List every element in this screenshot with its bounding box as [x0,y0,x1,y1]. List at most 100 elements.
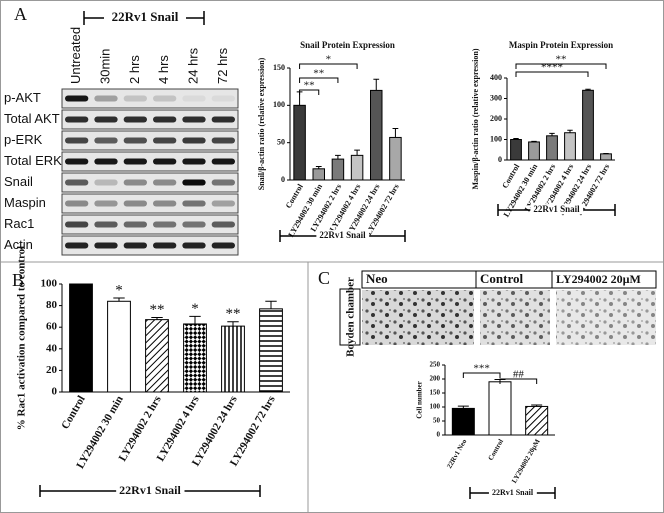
error-bar [373,78,380,91]
blot-band [211,200,235,207]
blot-band [65,179,89,186]
blot-strip [61,193,239,214]
error-bar [392,127,399,138]
y-tick-label: 20 [46,364,58,376]
blot-band [153,179,177,186]
label-bg [530,204,584,215]
y-tick-label: 0 [437,431,441,439]
blot-band [182,95,206,102]
blot-strip [61,214,239,235]
error-bar [315,166,322,169]
blot-band [123,158,147,165]
blot-band [182,179,206,186]
bar [525,405,549,436]
y-tick-label: 60 [46,321,58,333]
y-tick-label: 50 [433,417,441,425]
y-axis-label: Maspin/β-actin ratio (relative expressio… [471,48,480,189]
significance-bracket [515,63,607,69]
bar [107,300,131,393]
blot-row-label: Rac1 [4,216,34,231]
label-bg [316,230,370,241]
blot-band [211,221,235,228]
y-tick-label: 100 [430,403,441,411]
y-tick-label: 200 [430,375,441,383]
bar [350,154,364,181]
blot-band [211,116,235,123]
blot-column-label: 24 hrs [185,47,200,84]
error-bar [354,149,360,156]
bar [389,136,402,181]
blot-band [65,242,89,249]
label-bg [104,10,186,26]
error-bar [567,129,573,133]
bar [510,139,522,161]
significance-label: ** [556,54,567,66]
blot-column-label: 4 hrs [156,55,171,84]
blot-band [65,221,89,228]
y-tick-label: 0 [498,155,502,164]
error-bar [531,140,537,142]
y-axis-label: % Rac1 activation compared to control [16,246,28,430]
blot-band [94,221,118,228]
blot-band [182,200,206,207]
bar [259,308,283,393]
error-bar [189,315,201,324]
y-tick-label: 80 [46,299,58,311]
bar [69,283,93,393]
blot-strip [61,172,239,193]
significance-label: * [326,54,332,66]
blot-row-label: Maspin [4,195,46,210]
image-label: LY294002 20µM [556,272,641,286]
error-bar [151,316,163,320]
error-bar [265,300,277,309]
blot-band [182,158,206,165]
blot-band [123,200,147,207]
label-bg [116,482,185,497]
error-bar [457,405,469,409]
blot-band [153,221,177,228]
panel-letter: C [318,268,330,288]
micrograph [362,290,474,345]
blot-band [182,137,206,144]
blot-band [94,158,118,165]
blot-band [123,95,147,102]
blot-row-label: Snail [4,174,33,189]
blot-row-label: p-ERK [4,132,43,147]
blot-strip [61,235,239,256]
blot-band [153,158,177,165]
y-tick-label: 400 [490,73,502,82]
blot-header: 22Rv1 Snail [112,9,179,24]
side-box [339,288,361,346]
y-tick-label: 100 [490,134,502,143]
chart-title: Maspin Protein Expression [509,40,613,50]
significance-label: *** [473,363,490,375]
micrograph [556,290,656,345]
bar [546,135,558,161]
group-label: 22Rv1 Snail [492,488,534,497]
x-tick-label: 22Rv1 Neo [445,437,468,470]
blot-row-label: Total AKT [4,111,60,126]
y-tick-label: 150 [430,389,441,397]
significance-bracket [515,71,589,77]
blot-band [123,242,147,249]
group-label: 22Rv1 Snail [319,230,366,240]
blot-band [211,179,235,186]
blot-band [65,200,89,207]
blot-band [153,137,177,144]
image-label: Neo [366,271,388,286]
bar [528,141,540,161]
panel-letter: A [14,4,27,24]
side-label: Boyden chamber [345,277,357,357]
bar [221,325,245,393]
blot-band [94,200,118,207]
blot-band [182,116,206,123]
bar [293,104,306,181]
y-tick-label: 50 [277,137,285,146]
y-tick-label: 0 [52,386,58,398]
blot-band [65,116,89,123]
group-label: 22Rv1 Snail [533,204,580,214]
group-label: 22Rv1 Snail [119,483,181,497]
y-axis-label: Cell number [416,381,424,419]
